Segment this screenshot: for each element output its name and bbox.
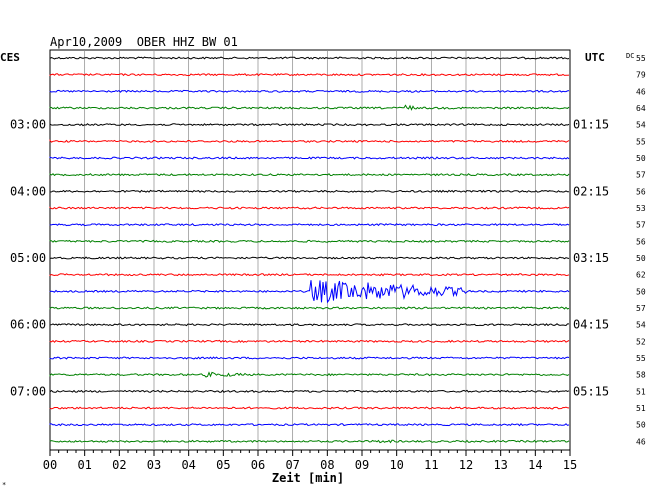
seismic-trace [49,156,570,160]
left-time-label: 04:00 [10,184,46,198]
left-time-label: 03:00 [10,118,46,132]
seismic-trace [49,273,570,277]
right-time-label: 01:15 [573,118,609,132]
seismic-trace [49,323,569,327]
dc-value: 50 [636,254,646,263]
dc-value: 54 [636,321,646,330]
dc-value: 50 [636,421,646,430]
x-tick-label: 01 [77,458,91,472]
seismic-trace [49,406,570,410]
x-tick-label: 09 [355,458,369,472]
right-time-label: 05:15 [573,384,609,398]
right-timezone-label: UTC [585,51,605,64]
dc-value: 51 [636,387,646,396]
dc-value: 54 [636,121,646,130]
x-tick-label: 14 [528,458,542,472]
right-time-label: 02:15 [573,184,609,198]
seismic-trace [49,89,570,93]
x-tick-label: 11 [424,458,438,472]
dc-value: 79 [636,71,646,80]
x-tick-label: 04 [181,458,195,472]
seismic-trace [49,306,570,310]
dc-value: 46 [636,437,646,446]
seismic-trace [49,256,570,260]
dc-header-label: DC [626,52,634,60]
x-axis-label: Zeit [min] [272,471,344,485]
seismic-trace [49,104,570,111]
x-tick-label: 07 [285,458,299,472]
left-timezone-label: CES [0,51,20,64]
chart-title: Apr10,2009 OBER HHZ BW 01 [50,35,238,49]
seismic-trace [49,123,570,127]
seismic-trace [49,206,570,210]
seismic-trace [49,371,570,378]
x-tick-label: 15 [563,458,577,472]
seismic-trace [49,173,570,177]
dc-value: 55 [636,54,646,63]
x-tick-label: 13 [493,458,507,472]
x-tick-label: 08 [320,458,334,472]
dc-value: 50 [636,154,646,163]
dc-values: 55 79 46 64 54 55 50 57 56 53 57 56 50 62 50 57 54 52 55 58… [636,54,646,446]
dc-value: 56 [636,237,646,246]
right-time-labels: 01:15 02:15 03:15 04:15 05:15 [573,118,609,399]
x-tick-label: 06 [251,458,265,472]
seismic-trace [49,280,570,304]
seismic-trace [49,139,570,143]
dc-value: 57 [636,221,646,230]
dc-value: 51 [636,404,646,413]
dc-value: 55 [636,137,646,146]
x-tick-label: 02 [112,458,126,472]
dc-value: 50 [636,287,646,296]
dc-value: 46 [636,87,646,96]
dc-value: 52 [636,337,646,346]
right-time-label: 04:15 [573,318,609,332]
seismic-trace [49,223,570,227]
left-time-labels: 03:00 04:00 05:00 06:00 07:00 [10,118,46,399]
dc-value: 57 [636,171,646,180]
seismic-trace [49,356,570,360]
seismic-trace [49,439,570,444]
dc-value: 57 [636,304,646,313]
left-time-label: 07:00 [10,384,46,398]
seismic-trace [49,423,570,427]
seismic-trace [49,389,570,393]
x-tick-label: 05 [216,458,230,472]
dc-value: 58 [636,371,646,380]
x-tick-label: 10 [389,458,403,472]
seismic-trace [49,73,570,77]
right-time-label: 03:15 [573,251,609,265]
seismic-trace [49,56,570,60]
x-tick-label: 00 [43,458,57,472]
grid-lines [84,50,536,450]
dc-value: 62 [636,271,646,280]
dc-value: 55 [636,354,646,363]
dc-value: 64 [636,104,646,113]
left-time-label: 05:00 [10,251,46,265]
x-tick-label: 12 [459,458,473,472]
seismic-trace [49,339,570,343]
plot-frame [49,49,571,451]
dc-value: 56 [636,187,646,196]
trace-group [49,56,570,444]
x-axis: 00 01 02 03 04 05 06 07 08 09 10 11 12 13 14 15 [43,450,577,472]
corner-mark: * [2,481,6,489]
left-time-label: 06:00 [10,318,46,332]
x-tick-label: 03 [147,458,161,472]
seismic-trace [49,239,570,243]
dc-value: 53 [636,204,646,213]
seismic-trace [49,189,569,193]
